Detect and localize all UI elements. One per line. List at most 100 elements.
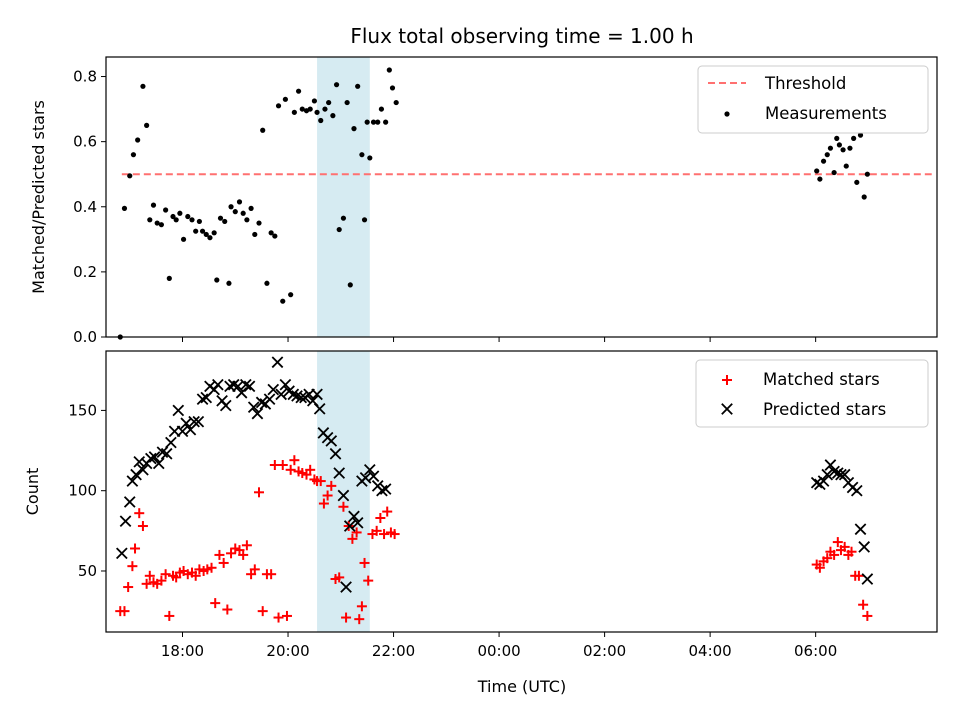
matched-star-point bbox=[382, 506, 393, 517]
predicted-star-point bbox=[165, 436, 177, 449]
predicted-star-point bbox=[192, 415, 205, 428]
x-tick-label: 22:00 bbox=[372, 642, 415, 660]
measurement-point bbox=[375, 119, 381, 125]
legend-matched-label: Matched stars bbox=[763, 370, 880, 389]
top-panel: 0.0 0.2 0.4 0.6 0.8 Matched/Predicted stars Th… bbox=[29, 56, 938, 346]
predicted-star-point bbox=[130, 468, 142, 481]
predicted-star-point-b bbox=[858, 541, 871, 553]
predicted-star-point bbox=[858, 541, 871, 553]
predicted-star-point bbox=[810, 476, 823, 489]
predicted-star-point bbox=[313, 402, 326, 415]
predicted-star-point-b bbox=[824, 459, 837, 471]
matched-star-point bbox=[127, 561, 138, 572]
predicted-star-point bbox=[861, 573, 874, 585]
measurement-point bbox=[275, 103, 282, 109]
predicted-star-point bbox=[235, 386, 248, 399]
predicted-star-point-b bbox=[227, 378, 240, 391]
measurement-point bbox=[256, 220, 262, 226]
measurement-point bbox=[370, 119, 377, 125]
matched-star-point bbox=[130, 543, 141, 554]
predicted-star-point bbox=[275, 388, 288, 401]
legend-measurements-swatch bbox=[724, 111, 730, 117]
predicted-star-point-b bbox=[247, 401, 260, 414]
predicted-star-point bbox=[333, 467, 346, 479]
top-y-tick-label: 0.0 bbox=[73, 328, 97, 346]
predicted-star-point bbox=[212, 378, 224, 391]
measurement-point bbox=[817, 176, 823, 182]
predicted-star-point bbox=[219, 399, 232, 412]
bottom-y-tick-label: 100 bbox=[68, 482, 97, 500]
matched-star-point bbox=[144, 570, 155, 581]
matched-star-point bbox=[351, 527, 362, 538]
bottom-y-tick-label: 150 bbox=[68, 401, 97, 419]
predicted-star-point-b bbox=[123, 496, 136, 508]
matched-star-point bbox=[266, 569, 277, 580]
measurement-point bbox=[383, 119, 389, 125]
matched-star-point bbox=[389, 529, 400, 540]
measurement-point bbox=[207, 235, 213, 241]
predicted-star-point-b bbox=[196, 393, 209, 406]
measurement-point bbox=[311, 98, 318, 104]
measurement-point bbox=[180, 236, 187, 242]
predicted-star-point bbox=[126, 475, 139, 487]
predicted-star-point-b bbox=[295, 391, 308, 404]
measurement-point bbox=[140, 83, 146, 89]
predicted-star-point-b bbox=[235, 386, 248, 399]
predicted-star-point bbox=[831, 467, 844, 479]
measurement-point bbox=[307, 106, 313, 112]
top-y-tick-label: 0.6 bbox=[73, 133, 97, 151]
matched-star-point bbox=[222, 604, 233, 615]
predicted-star-point-b bbox=[325, 435, 338, 447]
matched-star-point bbox=[858, 599, 869, 610]
measurement-point bbox=[282, 96, 288, 102]
predicted-star-point bbox=[152, 457, 165, 470]
predicted-star-point bbox=[376, 484, 388, 497]
matched-star-point bbox=[318, 498, 329, 509]
predicted-star-point bbox=[188, 415, 200, 428]
predicted-star-point bbox=[137, 463, 149, 476]
measurement-point bbox=[820, 158, 827, 164]
predicted-star-point bbox=[343, 520, 356, 532]
matched-star-point bbox=[285, 464, 296, 475]
predicted-star-point bbox=[850, 484, 863, 497]
top-highlight-span bbox=[317, 57, 370, 337]
top-y-tick-label: 0.2 bbox=[73, 263, 97, 281]
measurement-point bbox=[147, 217, 153, 223]
measurement-point bbox=[861, 194, 867, 200]
matched-star-point bbox=[241, 540, 252, 551]
x-axis-label: Time (UTC) bbox=[477, 677, 566, 696]
matched-star-point bbox=[123, 582, 134, 593]
measurement-point bbox=[222, 218, 228, 225]
predicted-star-point-b bbox=[828, 465, 840, 478]
predicted-star-point bbox=[325, 435, 338, 447]
measurement-point bbox=[295, 88, 302, 94]
legend-measurements-label: Measurements bbox=[765, 104, 887, 123]
measurement-point bbox=[217, 215, 224, 221]
predicted-star-point-b bbox=[271, 356, 284, 369]
predicted-star-point bbox=[255, 396, 268, 409]
measurement-point bbox=[361, 217, 368, 223]
matched-star-point bbox=[273, 612, 284, 623]
x-tick-label: 00:00 bbox=[477, 642, 520, 660]
measurement-point bbox=[843, 163, 849, 169]
predicted-star-point bbox=[271, 356, 284, 369]
matched-star-point bbox=[137, 521, 148, 532]
predicted-star-point-b bbox=[188, 415, 200, 428]
measurement-point bbox=[226, 280, 232, 286]
matched-star-point bbox=[322, 490, 333, 501]
matched-star-point bbox=[160, 569, 171, 580]
measurement-point bbox=[154, 220, 160, 226]
matched-star-point bbox=[379, 529, 390, 540]
predicted-star-point-b bbox=[219, 399, 232, 412]
matched-star-point bbox=[289, 455, 300, 466]
matched-star-point bbox=[305, 464, 316, 475]
legend-threshold-label: Threshold bbox=[764, 74, 846, 93]
predicted-star-point bbox=[247, 401, 260, 414]
x-tick-label: 02:00 bbox=[583, 642, 626, 660]
measurement-point bbox=[280, 298, 286, 304]
measurement-point bbox=[214, 277, 220, 283]
measurement-point bbox=[252, 231, 258, 238]
predicted-star-point bbox=[239, 378, 252, 391]
matched-star-point bbox=[254, 487, 265, 498]
predicted-star-point-b bbox=[239, 378, 252, 391]
